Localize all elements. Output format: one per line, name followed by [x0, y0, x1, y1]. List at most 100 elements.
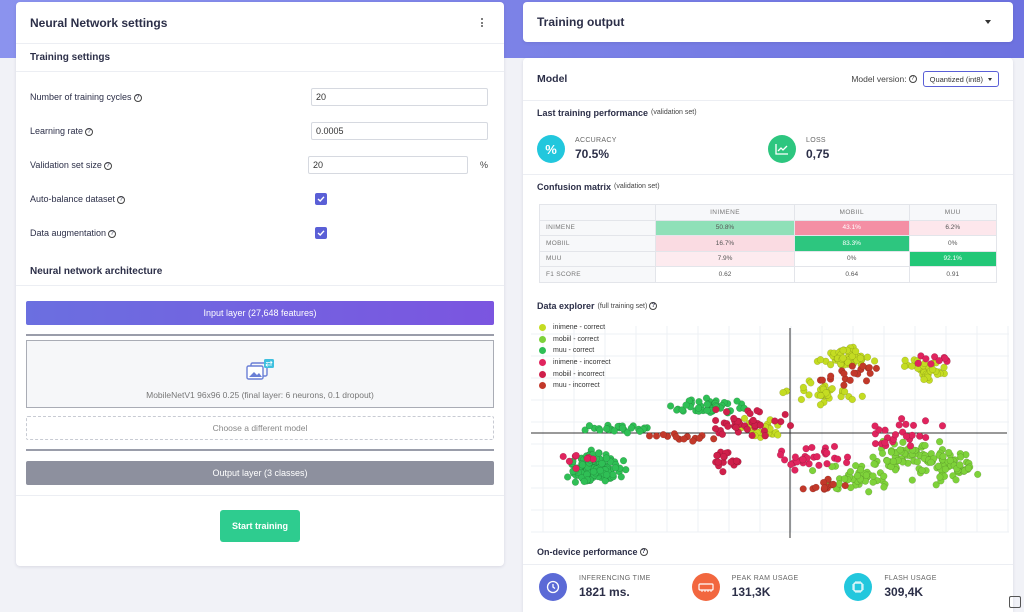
scatter-point[interactable] [636, 427, 644, 435]
scatter-point[interactable] [839, 354, 847, 362]
scatter-point[interactable] [695, 434, 704, 442]
scatter-point[interactable] [610, 427, 618, 435]
scatter-point[interactable] [883, 457, 891, 465]
scatter-point[interactable] [827, 361, 835, 369]
scatter-point[interactable] [718, 430, 727, 438]
scatter-point[interactable] [908, 362, 916, 370]
scatter-point[interactable] [733, 397, 741, 405]
legend-item[interactable]: muu - incorrect [539, 380, 611, 392]
scatter-point[interactable] [945, 448, 953, 457]
scatter-point[interactable] [578, 461, 587, 469]
scatter-point[interactable] [619, 457, 628, 465]
scatter-point[interactable] [781, 456, 789, 464]
scatter-point[interactable] [922, 433, 930, 442]
scatter-point[interactable] [813, 453, 821, 461]
scatter-point[interactable] [756, 421, 765, 429]
scatter-point[interactable] [791, 466, 799, 474]
chevron-down-icon[interactable] [985, 20, 991, 24]
scatter-point[interactable] [828, 384, 836, 393]
help-icon[interactable]: ? [133, 93, 142, 102]
scatter-point[interactable] [583, 455, 591, 463]
scatter-point[interactable] [936, 438, 944, 446]
scatter-point[interactable] [853, 472, 862, 480]
scatter-point[interactable] [808, 443, 816, 452]
scatter-point[interactable] [830, 442, 839, 451]
help-icon[interactable]: ? [908, 75, 917, 83]
scatter-point[interactable] [900, 362, 909, 371]
training-cycles-input[interactable] [311, 88, 488, 106]
scatter-point[interactable] [827, 372, 835, 380]
scatter-point[interactable] [927, 458, 935, 467]
scatter-point[interactable] [589, 468, 598, 476]
scatter-point[interactable] [805, 391, 813, 399]
scatter-point[interactable] [581, 426, 589, 434]
scatter-point[interactable] [779, 388, 787, 397]
scatter-point[interactable] [834, 455, 842, 463]
scatter-point[interactable] [627, 424, 636, 432]
scatter-point[interactable] [720, 453, 728, 461]
scatter-point[interactable] [799, 485, 807, 493]
scatter-point[interactable] [563, 473, 572, 481]
scatter-point[interactable] [941, 465, 950, 473]
scatter-point[interactable] [862, 471, 871, 479]
scatter-point[interactable] [957, 453, 965, 461]
scatter-point[interactable] [902, 432, 911, 441]
scatter-point[interactable] [776, 451, 785, 459]
scatter-point[interactable] [850, 369, 858, 377]
data-explorer[interactable]: inimene - correct mobiil - correct muu - c… [523, 318, 1013, 540]
scatter-point[interactable] [710, 435, 718, 443]
scatter-point[interactable] [946, 457, 955, 465]
scatter-point[interactable] [931, 353, 939, 361]
legend-item[interactable]: inimene - incorrect [539, 357, 611, 369]
scatter-point[interactable] [694, 404, 703, 412]
scatter-point[interactable] [927, 360, 935, 368]
scatter-point[interactable] [809, 467, 817, 475]
scatter-point[interactable] [913, 458, 922, 466]
scatter-point[interactable] [719, 468, 727, 476]
scatter-point[interactable] [843, 459, 851, 467]
scatter-point[interactable] [703, 406, 711, 415]
scatter-point[interactable] [571, 478, 580, 486]
start-training-button[interactable]: Start training [220, 509, 300, 542]
legend-item[interactable]: mobiil - incorrect [539, 368, 611, 380]
scatter-point[interactable] [596, 467, 604, 475]
help-icon[interactable]: ? [649, 302, 658, 310]
scatter-point[interactable] [672, 433, 680, 441]
scatter-point[interactable] [732, 423, 740, 432]
scatter-point[interactable] [848, 395, 856, 404]
scatter-point[interactable] [749, 416, 757, 424]
scatter-point[interactable] [870, 460, 878, 468]
scatter-point[interactable] [667, 402, 675, 410]
scatter-point[interactable] [774, 431, 782, 439]
scatter-point[interactable] [848, 362, 856, 370]
scatter-point[interactable] [602, 454, 611, 462]
scatter-point[interactable] [921, 417, 930, 425]
scatter-point[interactable] [652, 432, 661, 440]
scatter-plot[interactable] [523, 318, 1013, 540]
scatter-point[interactable] [748, 431, 756, 440]
scatter-point[interactable] [771, 417, 779, 425]
scatter-point[interactable] [791, 453, 800, 461]
scatter-point[interactable] [852, 462, 860, 470]
scatter-point[interactable] [713, 451, 721, 460]
scatter-point[interactable] [807, 379, 815, 387]
scatter-point[interactable] [935, 356, 943, 365]
scatter-point[interactable] [865, 488, 873, 496]
scatter-point[interactable] [746, 409, 754, 418]
help-icon[interactable]: ? [117, 195, 126, 204]
scatter-point[interactable] [841, 387, 849, 396]
scatter-point[interactable] [899, 438, 907, 446]
scatter-point[interactable] [761, 432, 769, 440]
scatter-point[interactable] [939, 452, 947, 461]
scatter-point[interactable] [601, 477, 609, 485]
scatter-point[interactable] [906, 442, 915, 450]
learning-rate-input[interactable] [311, 122, 488, 140]
scatter-point[interactable] [902, 420, 910, 428]
scatter-point[interactable] [920, 375, 928, 384]
help-icon[interactable]: ? [108, 229, 117, 238]
scatter-point[interactable] [934, 462, 943, 470]
scatter-point[interactable] [659, 430, 667, 439]
scatter-point[interactable] [816, 356, 825, 364]
scatter-point[interactable] [799, 383, 808, 392]
scatter-point[interactable] [880, 472, 888, 480]
